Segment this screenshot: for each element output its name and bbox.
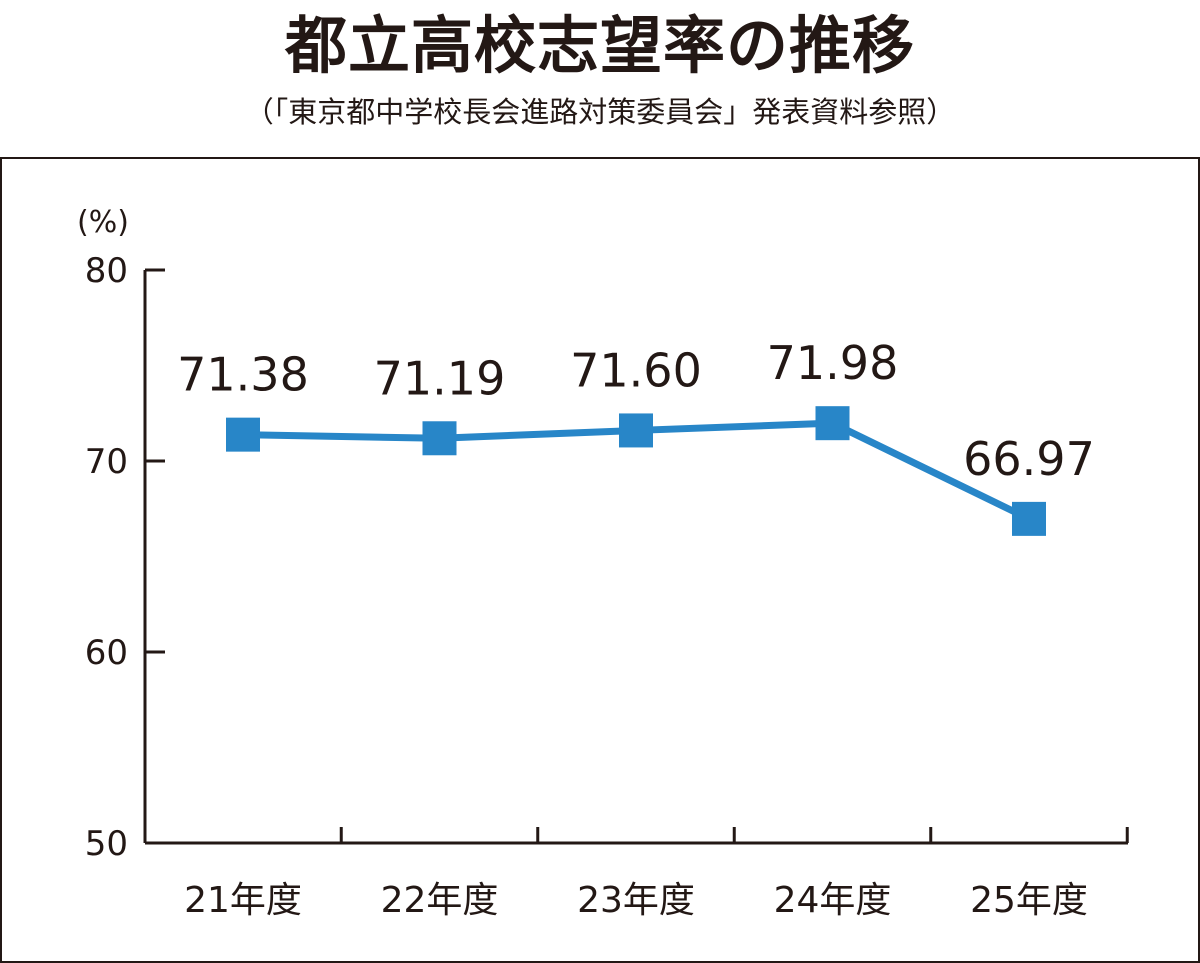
chart-subtitle: （「東京都中学校長会進路対策委員会」発表資料参照） — [244, 95, 956, 129]
chart-frame — [0, 157, 1200, 963]
x-tick-label: 24年度 — [774, 880, 892, 921]
data-label: 71.60 — [570, 343, 702, 397]
data-label: 71.19 — [374, 351, 506, 405]
y-axis-unit: (%) — [77, 205, 129, 240]
data-label: 71.38 — [177, 348, 309, 402]
data-point — [619, 413, 653, 448]
x-tick-label: 21年度 — [184, 880, 302, 921]
data-point — [815, 406, 850, 441]
y-tick-label: 60 — [85, 633, 128, 673]
y-tick-label: 50 — [85, 824, 128, 864]
y-tick-label: 70 — [85, 442, 128, 482]
y-tick-label: 80 — [85, 251, 128, 291]
data-point — [226, 417, 260, 452]
data-label: 66.97 — [963, 432, 1095, 486]
data-point — [422, 421, 457, 456]
data-point — [1012, 501, 1046, 536]
axes: 80 70 60 50 21年度 22年度 23年度 24年度 25年度 — [85, 251, 1129, 921]
data-marks: 71.38 71.19 71.60 71.98 66.97 — [177, 336, 1095, 536]
x-tick-label: 23年度 — [577, 880, 695, 921]
x-tick-label: 22年度 — [381, 880, 499, 921]
chart-title: 都立高校志望率の推移 — [284, 9, 915, 82]
x-tick-label: 25年度 — [970, 880, 1088, 921]
data-label: 71.98 — [767, 336, 899, 390]
